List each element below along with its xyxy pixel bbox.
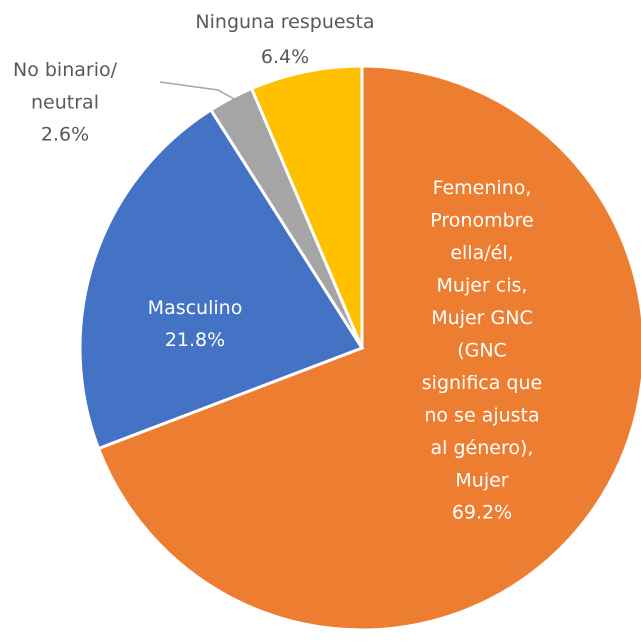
pie-slice — [249, 64, 364, 349]
label-line: Ninguna respuesta — [195, 11, 374, 33]
label-line: Mujer — [455, 469, 508, 491]
leader-line — [159, 81, 237, 101]
label-line: Mujer cis, — [437, 274, 528, 296]
label-line: no se ajusta — [424, 404, 539, 426]
label-line: Mujer GNC — [431, 307, 532, 329]
pie-slice — [78, 107, 365, 451]
category-label: Masculino — [148, 297, 243, 319]
pie-slice — [96, 64, 641, 632]
label-line: neutral — [31, 91, 99, 113]
label-line: significa que — [422, 372, 542, 394]
value-label: 2.6% — [41, 124, 89, 146]
label-line: ella/él, — [450, 242, 513, 264]
label-line: al género), — [431, 437, 534, 459]
label-line: No binario/ — [13, 59, 118, 81]
label-line: Masculino — [148, 297, 243, 319]
category-label: Ninguna respuesta — [195, 11, 374, 33]
label-line: (GNC — [457, 339, 507, 361]
category-label: No binario/neutral — [13, 59, 118, 114]
category-label: Femenino, Pronombre ella/él, Mujer cis, Muje… — [422, 177, 542, 492]
value-label: 21.8% — [165, 329, 225, 351]
value-label: 69.2% — [452, 502, 512, 524]
label-line: Femenino, — [433, 177, 532, 199]
value-label: 6.4% — [261, 46, 309, 68]
label-line: Pronombre — [430, 209, 533, 231]
